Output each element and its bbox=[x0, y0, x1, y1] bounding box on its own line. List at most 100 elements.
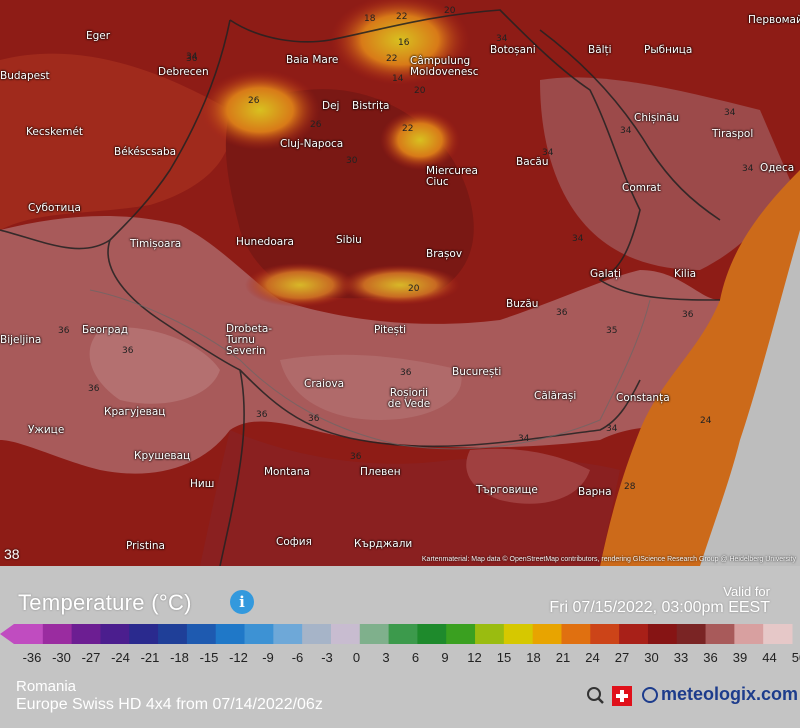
legend-title: Temperature (°C) bbox=[18, 590, 192, 615]
temp-label: 34 bbox=[606, 424, 618, 434]
valid-datetime: Fri 07/15/2022, 03:00pm EEST bbox=[549, 599, 770, 616]
scale-swatch bbox=[129, 624, 159, 644]
city-label: Timișoara bbox=[130, 238, 182, 250]
city-label: Békéscsaba bbox=[114, 146, 177, 158]
temp-label: 20 bbox=[414, 86, 426, 96]
temperature-map[interactable]: Eger Budapest Debrecen Baia Mare Câmpulu… bbox=[0, 0, 800, 566]
temp-label: 28 bbox=[624, 482, 636, 492]
city-label: Craiova bbox=[304, 378, 345, 390]
info-icon[interactable]: i bbox=[230, 590, 254, 614]
temp-label: 34 bbox=[724, 108, 736, 118]
scale-swatch bbox=[417, 624, 447, 644]
brand-name: meteologix.com bbox=[661, 684, 799, 704]
corner-value: 38 bbox=[4, 546, 20, 562]
scale-swatch bbox=[158, 624, 188, 644]
city-label: Bacău bbox=[516, 156, 549, 168]
temp-label: 36 bbox=[58, 326, 70, 336]
temp-label: 36 bbox=[350, 452, 362, 462]
scale-swatch bbox=[705, 624, 735, 644]
city-label: Варна bbox=[578, 486, 612, 498]
scale-swatch bbox=[503, 624, 534, 644]
scale-tick-label: 33 bbox=[673, 650, 689, 665]
scale-tick-label: -21 bbox=[140, 650, 160, 665]
scale-swatch bbox=[273, 624, 303, 644]
city-label: Kecskemét bbox=[26, 126, 84, 138]
temp-label: 26 bbox=[248, 96, 260, 106]
color-scale-bar bbox=[0, 624, 793, 644]
scale-tick-label: 44 bbox=[762, 650, 777, 665]
city-label: Câmpulung Moldovenesc bbox=[410, 55, 479, 78]
city-label: Первомайск bbox=[748, 14, 800, 26]
scale-tick-label: -12 bbox=[229, 650, 248, 665]
scale-tick-label: 12 bbox=[467, 650, 482, 665]
scale-tick-label: 24 bbox=[585, 650, 600, 665]
brand-link[interactable]: meteologix.com bbox=[642, 684, 798, 705]
city-label: Tiraspol bbox=[712, 128, 754, 140]
city-label: Roșiorii de Vede bbox=[387, 387, 431, 410]
city-label: Крушевац bbox=[134, 450, 191, 462]
scale-swatch bbox=[215, 624, 246, 644]
city-label: Baia Mare bbox=[286, 54, 339, 66]
city-label: Београд bbox=[82, 324, 128, 336]
valid-for: Valid for Fri 07/15/2022, 03:00pm EEST bbox=[549, 584, 770, 617]
scale-tick-label: 50 bbox=[791, 650, 800, 665]
scale-tick-label: -30 bbox=[52, 650, 71, 665]
scale-tick-label: -3 bbox=[321, 650, 333, 665]
city-label: Одеса bbox=[760, 162, 795, 174]
city-label: София bbox=[276, 536, 312, 548]
scale-swatch bbox=[647, 624, 678, 644]
city-label: Pitești bbox=[374, 324, 407, 336]
scale-swatch bbox=[71, 624, 101, 644]
temp-label: 36 bbox=[88, 384, 100, 394]
city-label: Botoșani bbox=[490, 44, 536, 56]
scale-arrow bbox=[0, 624, 14, 644]
scale-tick-label: 30 bbox=[644, 650, 659, 665]
city-label: Ниш bbox=[190, 478, 215, 490]
scale-tick-label: 0 bbox=[352, 650, 361, 665]
city-label: Chișinău bbox=[634, 112, 680, 124]
city-label: Суботица bbox=[28, 202, 81, 214]
scale-swatch bbox=[302, 624, 332, 644]
temp-label: 34 bbox=[572, 234, 584, 244]
temp-label: 26 bbox=[310, 120, 322, 130]
scale-swatch bbox=[590, 624, 620, 644]
temp-label: 22 bbox=[396, 12, 408, 22]
city-label: Călărași bbox=[534, 390, 577, 402]
city-label: Bistrița bbox=[352, 100, 390, 112]
temp-label: 20 bbox=[408, 284, 420, 294]
scale-tick-label: -9 bbox=[262, 650, 274, 665]
temp-label: 36 bbox=[682, 310, 694, 320]
temp-label: 16 bbox=[398, 38, 410, 48]
temp-label: 36 bbox=[256, 410, 268, 420]
scale-tick-label: 9 bbox=[441, 650, 449, 665]
scale-swatch bbox=[330, 624, 361, 644]
city-label: Drobeta-Turnu Severin bbox=[226, 323, 273, 357]
legend-panel: Temperature (°C) i Valid for Fri 07/15/2… bbox=[0, 566, 800, 728]
scale-swatch bbox=[734, 624, 764, 644]
scale-swatch bbox=[244, 624, 274, 644]
scale-tick-label: 39 bbox=[732, 650, 748, 665]
scale-tick-label: -36 bbox=[22, 650, 42, 665]
scale-swatch bbox=[446, 624, 476, 644]
scale-swatch bbox=[619, 624, 649, 644]
scale-swatch bbox=[388, 624, 418, 644]
city-label: Cluj-Napoca bbox=[280, 138, 344, 150]
tool-icons bbox=[582, 684, 638, 708]
city-label: București bbox=[452, 366, 502, 378]
temp-label: 34 bbox=[518, 434, 530, 444]
city-label: Constanța bbox=[616, 392, 670, 404]
scale-swatch bbox=[676, 624, 707, 644]
temp-label: 36 bbox=[122, 346, 134, 356]
temp-label: 36 bbox=[556, 308, 568, 318]
magnifier-icon[interactable] bbox=[587, 687, 604, 704]
scale-tick-label: 21 bbox=[555, 650, 571, 665]
temp-label: 34 bbox=[742, 164, 754, 174]
city-label: Comrat bbox=[622, 182, 661, 194]
valid-for-label: Valid for bbox=[723, 584, 770, 599]
scale-tick-label: -27 bbox=[81, 650, 101, 665]
scale-swatch bbox=[561, 624, 591, 644]
city-label: Ужице bbox=[28, 424, 65, 436]
swiss-flag-icon bbox=[612, 686, 632, 706]
scale-swatch bbox=[186, 624, 217, 644]
scale-swatch bbox=[42, 624, 73, 644]
